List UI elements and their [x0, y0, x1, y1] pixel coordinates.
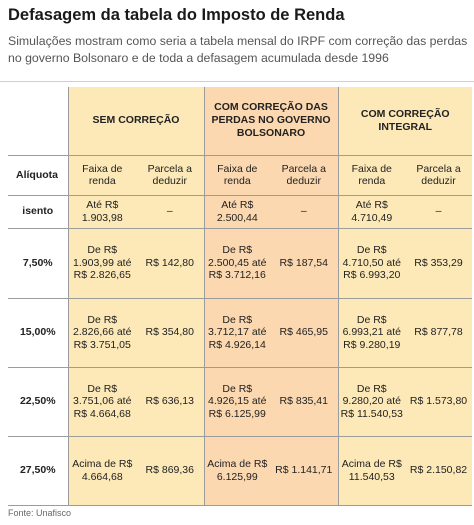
- cell-parcela: R$ 835,41: [270, 367, 339, 437]
- cell-faixa: De R$ 2.500,45 até R$ 3.712,16: [203, 228, 270, 299]
- cell-parcela: R$ 1.573,80: [405, 367, 473, 437]
- cell-faixa: De R$ 4.710,50 até R$ 6.993,20: [337, 228, 406, 299]
- cell-parcela: –: [136, 195, 204, 229]
- page-title: Defasagem da tabela do Imposto de Renda: [8, 6, 345, 24]
- cell-parcela: R$ 877,78: [405, 298, 473, 368]
- cell-parcela: R$ 869,36: [136, 436, 204, 506]
- cell-faixa: Até R$ 4.710,49: [337, 195, 406, 229]
- cell-faixa: De R$ 6.993,21 até R$ 9.280,19: [337, 298, 406, 368]
- cell-faixa: Até R$ 1.903,98: [67, 195, 136, 229]
- header-divider: [0, 81, 474, 82]
- column-header-faixa: Faixa de renda: [203, 155, 270, 196]
- column-header-parcela: Parcela a deduzir: [136, 155, 204, 196]
- cell-faixa: De R$ 4.926,15 até R$ 6.125,99: [203, 367, 270, 437]
- table-row: 22,50% De R$ 3.751,06 até R$ 4.664,68 R$…: [8, 367, 473, 437]
- cell-parcela: R$ 354,80: [136, 298, 204, 368]
- cell-faixa: De R$ 1.903,99 até R$ 2.826,65: [67, 228, 136, 299]
- cell-faixa: De R$ 3.712,17 até R$ 4.926,14: [203, 298, 270, 368]
- cell-faixa: De R$ 2.826,66 até R$ 3.751,05: [67, 298, 136, 368]
- cell-parcela: R$ 2.150,82: [405, 436, 473, 506]
- column-header-parcela: Parcela a deduzir: [405, 155, 473, 196]
- source-note: Fonte: Unafisco: [8, 508, 72, 518]
- cell-parcela: R$ 1.141,71: [270, 436, 339, 506]
- cell-faixa: De R$ 3.751,06 até R$ 4.664,68: [67, 367, 136, 437]
- column-header-row: Alíquota Faixa de renda Parcela a deduzi…: [8, 155, 473, 196]
- table-row: 15,00% De R$ 2.826,66 até R$ 3.751,05 R$…: [8, 298, 473, 368]
- cell-faixa: Acima de R$ 11.540,53: [337, 436, 406, 506]
- cell-faixa: Até R$ 2.500,44: [203, 195, 270, 229]
- row-aliquota: isento: [8, 195, 68, 229]
- group-header-correcao-integral: COM CORREÇÃO INTEGRAL: [337, 87, 473, 156]
- irpf-table: SEM CORREÇÃO COM CORREÇÃO DAS PERDAS NO …: [8, 87, 473, 506]
- table-row: 27,50% Acima de R$ 4.664,68 R$ 869,36 Ac…: [8, 436, 473, 506]
- cell-parcela: R$ 142,80: [136, 228, 204, 299]
- group-header-perdas-bolsonaro: COM CORREÇÃO DAS PERDAS NO GOVERNO BOLSO…: [203, 87, 339, 156]
- cell-parcela: R$ 465,95: [270, 298, 339, 368]
- row-aliquota: 7,50%: [8, 228, 68, 299]
- cell-faixa: Acima de R$ 6.125,99: [203, 436, 270, 506]
- row-aliquota: 22,50%: [8, 367, 68, 437]
- group-header-row: SEM CORREÇÃO COM CORREÇÃO DAS PERDAS NO …: [8, 87, 473, 156]
- cell-faixa: De R$ 9.280,20 até R$ 11.540,53: [337, 367, 406, 437]
- table-row: 7,50% De R$ 1.903,99 até R$ 2.826,65 R$ …: [8, 228, 473, 299]
- group-header-sem-correcao: SEM CORREÇÃO: [67, 87, 204, 156]
- row-aliquota: 15,00%: [8, 298, 68, 368]
- column-header-aliquota: Alíquota: [8, 155, 68, 196]
- cell-faixa: Acima de R$ 4.664,68: [67, 436, 136, 506]
- column-header-faixa: Faixa de renda: [337, 155, 406, 196]
- cell-parcela: –: [270, 195, 339, 229]
- page-subtitle: Simulações mostram como seria a tabela m…: [8, 34, 468, 65]
- cell-parcela: R$ 636,13: [136, 367, 204, 437]
- column-header-faixa: Faixa de renda: [67, 155, 136, 196]
- column-header-parcela: Parcela a deduzir: [270, 155, 339, 196]
- table-row: isento Até R$ 1.903,98 – Até R$ 2.500,44…: [8, 195, 473, 229]
- cell-parcela: R$ 353,29: [405, 228, 473, 299]
- cell-parcela: R$ 187,54: [270, 228, 339, 299]
- row-aliquota: 27,50%: [8, 436, 68, 506]
- cell-parcela: –: [405, 195, 473, 229]
- header-corner: [8, 87, 68, 156]
